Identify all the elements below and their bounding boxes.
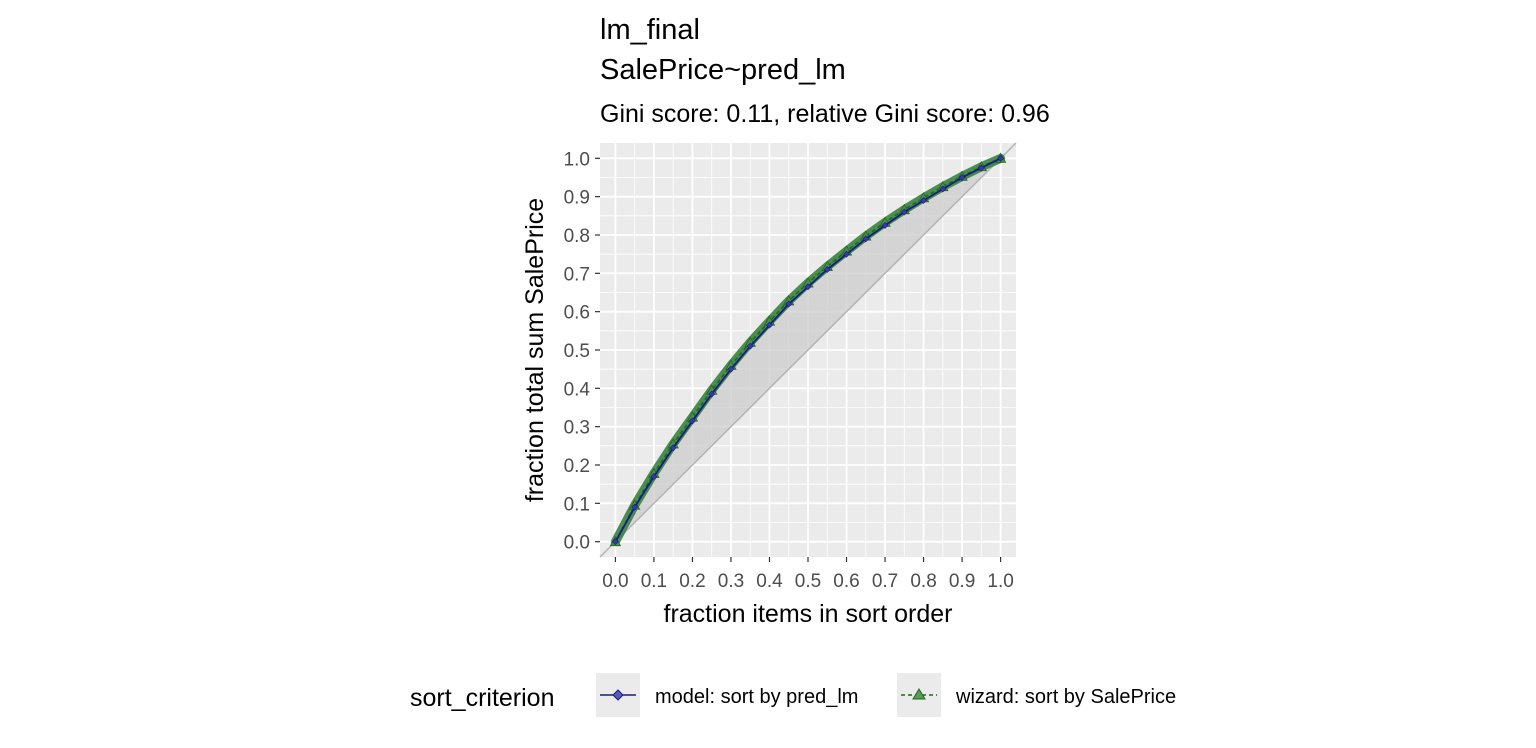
data-point-model — [727, 365, 735, 373]
data-point-model — [708, 390, 716, 398]
data-point-model — [958, 174, 966, 181]
y-tick-label: 0.6 — [564, 303, 590, 324]
x-tick-label: 0.8 — [910, 571, 936, 592]
y-tick-label: 0.2 — [564, 456, 590, 477]
y-tick-label: 0.3 — [564, 418, 590, 439]
legend-diamond-marker-icon — [612, 689, 624, 701]
chart-title-line-1: lm_final — [600, 14, 700, 46]
x-tick-label: 0.6 — [833, 571, 859, 592]
x-tick-label: 0.1 — [641, 571, 667, 592]
y-tick-label: 0.4 — [564, 379, 591, 400]
data-point-model — [939, 185, 947, 193]
series-model — [611, 154, 1005, 546]
y-tick-label: 0.8 — [564, 226, 590, 247]
data-point-model — [631, 503, 639, 511]
data-point-model — [611, 538, 619, 546]
y-axis-title: fraction total sum SalePrice — [521, 198, 549, 502]
data-point-model — [785, 300, 793, 308]
legend-item-wizard: wizard: sort by SalePrice — [897, 673, 1176, 717]
data-point-model — [920, 197, 927, 204]
axis-ticks: 0.0 0.1 0.2 0.3 0.4 0.5 0.6 0.7 0.8 0.9 1.0 0.0 0.1 0… — [564, 149, 1014, 592]
data-point-model — [843, 250, 850, 258]
chart-subtitle: Gini score: 0.11, relative Gini score: 0… — [600, 100, 1050, 128]
x-tick-label: 0.9 — [949, 571, 975, 592]
legend-triangle-marker-icon — [912, 688, 926, 700]
x-tick-label: 0.5 — [795, 571, 821, 592]
data-point-model — [650, 473, 658, 480]
data-point-model — [669, 444, 677, 452]
data-point-model — [746, 342, 754, 350]
y-tick-label: 1.0 — [564, 149, 590, 170]
y-tick-label: 0.1 — [564, 494, 590, 515]
y-tick-label: 0.5 — [564, 341, 590, 362]
data-point-model — [823, 266, 831, 273]
major-gridlines — [600, 143, 1016, 557]
x-tick-label: 1.0 — [987, 571, 1013, 592]
data-point-model — [862, 235, 870, 243]
chart-title-line-2: SalePrice~pred_lm — [600, 54, 846, 86]
data-point-model — [900, 208, 908, 216]
data-point-model — [804, 283, 812, 291]
y-tick-label: 0.7 — [564, 264, 590, 285]
legend-label-wizard: wizard: sort by SalePrice — [955, 686, 1176, 708]
legend-title: sort_criterion — [410, 684, 555, 712]
data-point-model — [766, 321, 773, 329]
x-tick-label: 0.3 — [718, 571, 744, 592]
data-point-model — [977, 164, 985, 172]
y-tick-label: 0.9 — [564, 188, 590, 209]
data-point-model — [881, 221, 889, 229]
series-layer — [609, 152, 1007, 547]
data-point-model — [997, 154, 1005, 162]
x-axis-title: fraction items in sort order — [664, 600, 953, 628]
y-tick-label: 0.0 — [564, 533, 590, 554]
x-tick-label: 0.2 — [679, 571, 705, 592]
data-point-model — [689, 417, 696, 425]
x-tick-label: 0.0 — [602, 571, 628, 592]
x-tick-label: 0.4 — [756, 571, 783, 592]
diagonal-reference-line — [599, 142, 1017, 558]
x-tick-label: 0.7 — [872, 571, 898, 592]
legend-item-model: model: sort by pred_lm — [596, 673, 858, 717]
legend-label-model: model: sort by pred_lm — [655, 686, 858, 708]
